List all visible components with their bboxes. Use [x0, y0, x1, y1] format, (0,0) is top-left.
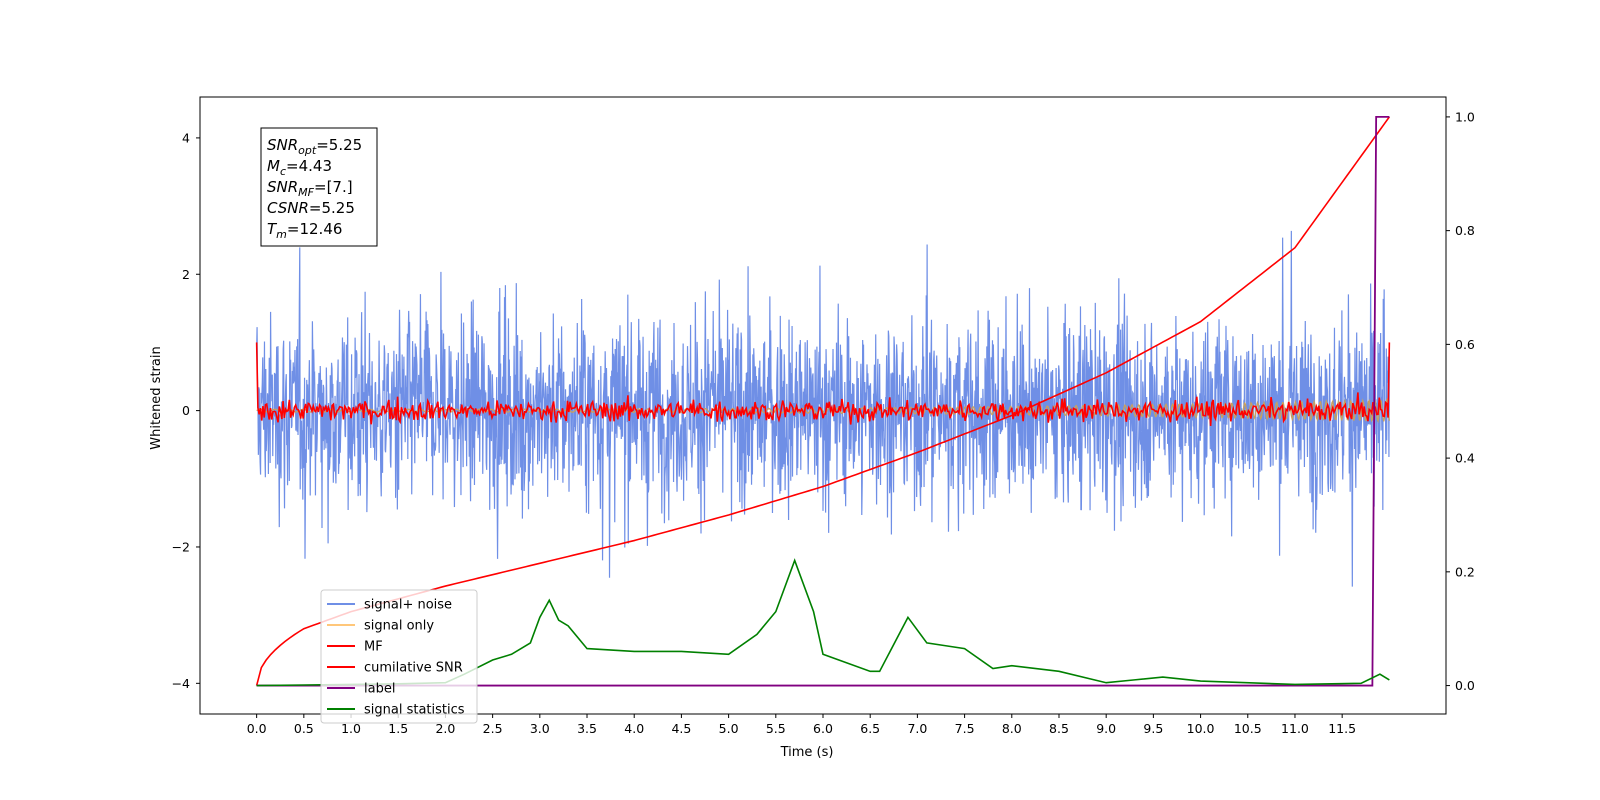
- x-tick-label: 3.0: [530, 721, 550, 736]
- y-tick-label: 0: [182, 403, 190, 418]
- stat-value: =5.25: [309, 199, 355, 217]
- x-tick-label: 7.0: [907, 721, 927, 736]
- x-tick-label: 1.5: [388, 721, 408, 736]
- y-axis-ticks: 4 2 0 −2 −4: [172, 130, 200, 691]
- legend-frame: [320, 589, 478, 724]
- y2-tick-label: 0.4: [1455, 451, 1475, 466]
- y-tick-label: 2: [182, 267, 190, 282]
- stat-line: SNRopt=5.25: [267, 136, 362, 157]
- x-tick-label: 6.5: [860, 721, 880, 736]
- x-tick-label: 1.0: [341, 721, 361, 736]
- x-tick-label: 8.5: [1049, 721, 1069, 736]
- legend-entry: signal statistics: [364, 703, 465, 718]
- x-tick-label: 10.5: [1234, 721, 1262, 736]
- y2-tick-label: 0.2: [1455, 564, 1475, 579]
- stat-subscript: opt: [298, 144, 317, 157]
- x-tick-label: 0.5: [294, 721, 314, 736]
- x-axis-label: Time (s): [780, 745, 834, 760]
- stat-value: =12.46: [287, 220, 343, 238]
- legend-entry: cumilative SNR: [364, 661, 463, 676]
- plot-area: [255, 116, 1391, 687]
- x-tick-label: 2.0: [435, 721, 455, 736]
- series-cumulative-snr: [255, 116, 1391, 686]
- x-tick-label: 4.5: [671, 721, 691, 736]
- y2-tick-label: 0.8: [1455, 223, 1475, 238]
- legend: signal+ noise signal only MF cumilative SNR…: [320, 589, 478, 724]
- stat-symbol: SNR: [267, 178, 298, 196]
- stat-subscript: MF: [298, 186, 314, 199]
- stat-line: SNRMF=[7.]: [267, 178, 353, 199]
- y2-axis-ticks: 1.0 0.8 0.6 0.4 0.2 0.0: [1446, 109, 1475, 693]
- y2-tick-label: 1.0: [1455, 109, 1475, 124]
- stat-symbol: M: [267, 157, 280, 175]
- stat-subscript: m: [276, 228, 287, 241]
- y2-tick-label: 0.6: [1455, 337, 1475, 352]
- x-tick-label: 10.0: [1187, 721, 1215, 736]
- y-axis-label: Whitened strain: [149, 346, 164, 449]
- series-mf: [255, 342, 1391, 427]
- x-tick-label: 2.5: [483, 721, 503, 736]
- y-tick-label: 4: [182, 130, 190, 145]
- x-tick-label: 5.5: [766, 721, 786, 736]
- stat-value: =5.25: [316, 136, 362, 154]
- x-tick-label: 0.0: [247, 721, 267, 736]
- stat-symbol: SNR: [267, 136, 298, 154]
- y2-tick-label: 0.0: [1455, 678, 1475, 693]
- x-tick-label: 7.5: [955, 721, 975, 736]
- stat-value: =[7.]: [314, 178, 353, 196]
- x-tick-label: 8.0: [1002, 721, 1022, 736]
- x-tick-label: 5.0: [719, 721, 739, 736]
- stat-line: Mc=4.43: [267, 157, 332, 178]
- stat-line: CSNR=5.25: [267, 199, 355, 217]
- x-tick-label: 6.0: [813, 721, 833, 736]
- x-tick-label: 11.5: [1328, 721, 1356, 736]
- x-tick-label: 9.0: [1096, 721, 1116, 736]
- legend-entry: label: [364, 682, 395, 697]
- x-tick-label: 9.5: [1143, 721, 1163, 736]
- y-tick-label: −2: [172, 539, 190, 554]
- legend-entry: MF: [364, 640, 383, 655]
- stats-annotation-box: SNRopt=5.25Mc=4.43SNRMF=[7.]CSNR=5.25Tm=…: [260, 127, 378, 247]
- legend-entry: signal only: [364, 619, 434, 634]
- stat-subscript: c: [280, 165, 286, 178]
- stat-symbol: CSNR: [267, 199, 309, 217]
- legend-entry: signal+ noise: [364, 598, 452, 613]
- x-axis-ticks: 0.0 0.5 1.0 1.5 2.0 2.5 3.0 3.5 4.0 4.5 5.0 5.5 6.0 6…: [247, 714, 1356, 736]
- stat-value: =4.43: [286, 157, 332, 175]
- x-tick-label: 3.5: [577, 721, 597, 736]
- stat-symbol: T: [267, 220, 278, 238]
- series-label: [256, 116, 1390, 687]
- stats-box-frame: [260, 127, 378, 247]
- x-tick-label: 4.0: [624, 721, 644, 736]
- x-tick-label: 11.0: [1281, 721, 1309, 736]
- stat-line: Tm=12.46: [267, 220, 342, 241]
- series-signal-noise: [256, 230, 1390, 587]
- series-signal-statistics: [256, 558, 1390, 687]
- y-tick-label: −4: [172, 676, 190, 691]
